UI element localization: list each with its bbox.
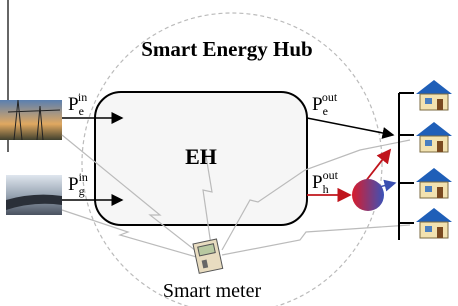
title: Smart Energy Hub — [141, 37, 313, 61]
heat-node — [352, 179, 384, 211]
hub-label: EH — [185, 144, 217, 169]
arrow — [307, 118, 393, 135]
diagram: Smart Energy Hub EH Pein Pgin Peout Phou… — [0, 0, 458, 306]
meter-device — [193, 239, 223, 273]
power-grid-image — [0, 100, 62, 140]
arrow — [365, 150, 390, 182]
input-label: Pgin — [68, 170, 88, 198]
houses — [416, 80, 452, 238]
input-label: Pein — [68, 90, 87, 118]
bus — [399, 93, 414, 240]
output-label: Phout — [312, 168, 339, 196]
meter-label: Smart meter — [163, 280, 262, 302]
output-label: Peout — [312, 90, 338, 118]
